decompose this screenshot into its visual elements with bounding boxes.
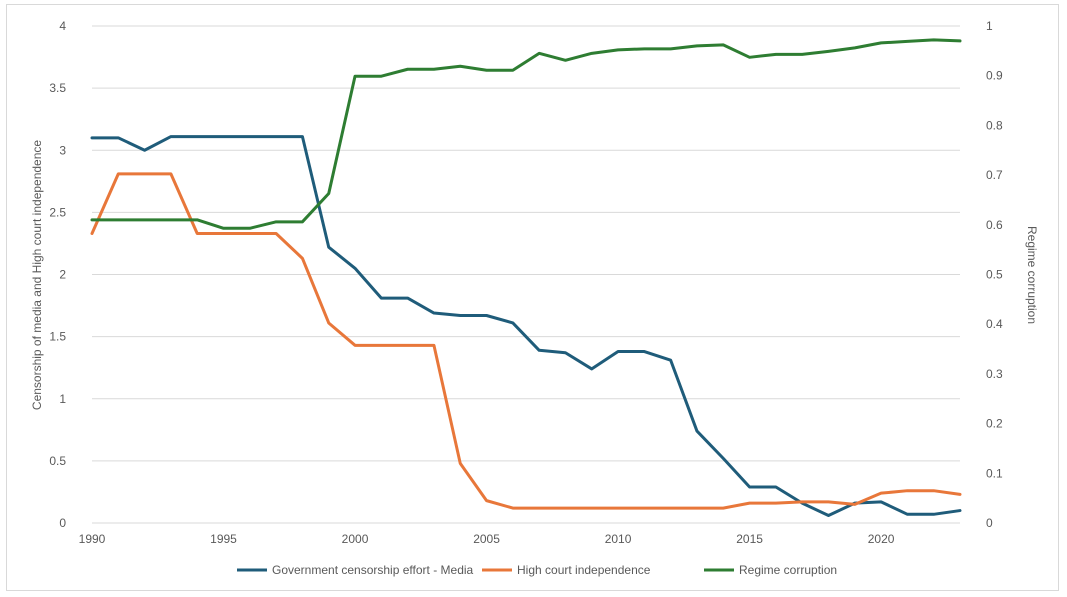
right-y-tick-label: 1 [986, 19, 993, 33]
x-tick-label: 1990 [79, 532, 106, 546]
left-y-tick-label: 2.5 [49, 205, 66, 219]
x-tick-label: 2005 [473, 532, 500, 546]
left-y-axis-title: Censorship of media and High court indep… [30, 140, 44, 411]
x-tick-label: 2015 [736, 532, 763, 546]
right-y-tick-label: 0.7 [986, 168, 1003, 182]
right-y-tick-label: 0.9 [986, 69, 1003, 83]
left-y-tick-label: 4 [59, 19, 66, 33]
right-y-axis-title: Regime corruption [1025, 226, 1039, 324]
left-y-tick-label: 1 [59, 392, 66, 406]
series-lines [90, 38, 962, 518]
legend: Government censorship effort - Media High… [237, 563, 837, 577]
x-tick-label: 2010 [605, 532, 632, 546]
series-line-1 [90, 135, 962, 518]
right-y-axis-ticks: 0 0.1 0.2 0.3 0.4 0.5 0.6 0.7 0.8 0.9 1 [986, 19, 1003, 530]
left-y-axis-ticks: 0 0.5 1 1.5 2 2.5 3 3.5 4 [49, 19, 66, 530]
x-tick-label: 2000 [342, 532, 369, 546]
right-y-tick-label: 0.8 [986, 118, 1003, 132]
left-y-tick-label: 0.5 [49, 454, 66, 468]
legend-label: High court independence [517, 563, 651, 577]
legend-label: Government censorship effort - Media [272, 563, 474, 577]
series-line-2 [90, 172, 962, 510]
right-y-tick-label: 0.3 [986, 367, 1003, 381]
right-y-tick-label: 0.2 [986, 417, 1003, 431]
x-tick-label: 1995 [210, 532, 237, 546]
right-y-tick-label: 0.4 [986, 317, 1003, 331]
right-y-tick-label: 0.1 [986, 466, 1003, 480]
x-tick-label: 2020 [868, 532, 895, 546]
right-y-tick-label: 0.6 [986, 218, 1003, 232]
left-y-tick-label: 1.5 [49, 330, 66, 344]
left-y-tick-label: 2 [59, 268, 66, 282]
left-y-tick-label: 3.5 [49, 81, 66, 95]
x-axis-ticks: 1990 1995 2000 2005 2010 2015 2020 [79, 532, 895, 546]
gridlines [92, 25, 960, 524]
series-line-3 [90, 38, 962, 230]
legend-label: Regime corruption [739, 563, 837, 577]
right-y-tick-label: 0 [986, 516, 993, 530]
left-y-tick-label: 3 [59, 143, 66, 157]
left-y-tick-label: 0 [59, 516, 66, 530]
right-y-tick-label: 0.5 [986, 268, 1003, 282]
